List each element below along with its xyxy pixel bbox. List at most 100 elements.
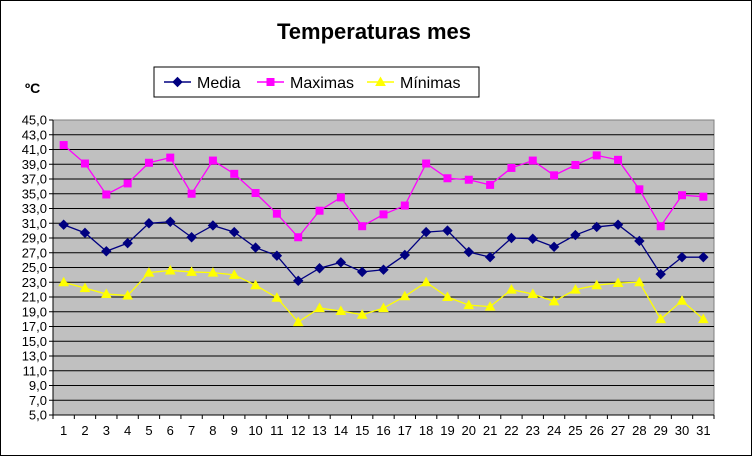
- y-tick-label: 35,0: [22, 186, 47, 201]
- y-tick-label: 29,0: [22, 231, 47, 246]
- data-point: [634, 276, 645, 287]
- data-point: [399, 249, 411, 261]
- chart-title: Temperaturas mes: [277, 19, 471, 44]
- x-tick-label: 21: [483, 423, 497, 438]
- data-point: [592, 151, 601, 160]
- data-point: [528, 156, 537, 165]
- data-point: [187, 189, 196, 198]
- legend-entry: Maximas: [257, 75, 354, 92]
- data-point: [58, 276, 70, 287]
- data-point: [614, 155, 623, 164]
- x-tick-label: 2: [81, 423, 88, 438]
- y-axis: 5,07,09,011,013,015,017,019,021,023,025,…: [22, 113, 54, 423]
- data-point: [186, 266, 197, 276]
- y-tick-label: 11,0: [23, 363, 47, 378]
- data-point: [207, 267, 219, 277]
- data-point: [80, 159, 89, 168]
- data-point: [144, 158, 153, 167]
- x-tick-label: 15: [355, 423, 369, 438]
- data-point: [527, 288, 539, 299]
- legend-swatch-marker: [266, 78, 275, 86]
- legend-entry: Media: [164, 75, 241, 92]
- y-tick-label: 17,0: [22, 319, 47, 334]
- x-tick-label: 6: [167, 423, 174, 438]
- data-point: [507, 163, 516, 172]
- data-point: [400, 201, 409, 210]
- data-point: [122, 237, 133, 249]
- x-tick-label: 10: [248, 423, 262, 438]
- data-point: [676, 251, 688, 263]
- x-tick-label: 11: [270, 423, 284, 438]
- y-tick-label: 41,0: [22, 142, 47, 157]
- data-point: [292, 316, 304, 327]
- x-tick-label: 27: [611, 423, 625, 438]
- data-point: [122, 290, 133, 300]
- x-tick-label: 16: [376, 423, 390, 438]
- data-point: [420, 276, 432, 287]
- y-tick-label: 43,0: [22, 127, 47, 142]
- data-point: [378, 264, 389, 275]
- data-point: [548, 295, 560, 306]
- x-tick-label: 13: [312, 423, 326, 438]
- data-point: [699, 192, 708, 201]
- data-point: [612, 277, 624, 287]
- y-tick-label: 27,0: [22, 245, 47, 260]
- x-tick-label: 7: [188, 423, 195, 438]
- legend-items: Media Maximas Mínimas: [164, 75, 460, 92]
- x-tick-label: 29: [653, 423, 667, 438]
- data-point: [186, 232, 197, 243]
- data-point: [570, 229, 581, 241]
- data-point: [655, 313, 667, 324]
- data-point: [548, 241, 560, 253]
- data-point: [571, 160, 580, 169]
- data-point: [272, 209, 281, 218]
- y-tick-label: 33,0: [22, 201, 47, 216]
- y-tick-label: 45,0: [22, 113, 47, 128]
- data-point: [228, 269, 240, 279]
- data-point: [59, 141, 68, 150]
- y-tick-label: 23,0: [22, 275, 47, 290]
- data-point: [166, 153, 175, 162]
- data-point: [656, 222, 665, 231]
- data-point: [335, 257, 347, 268]
- x-tick-label: 17: [398, 423, 412, 438]
- data-point: [678, 191, 687, 200]
- data-point: [612, 219, 624, 230]
- x-tick-label: 3: [103, 423, 110, 438]
- data-point: [484, 251, 496, 263]
- x-tick-label: 20: [462, 423, 476, 438]
- data-point: [527, 233, 538, 244]
- series-square: [59, 141, 708, 242]
- data-point: [697, 313, 709, 324]
- data-point: [591, 221, 602, 233]
- x-tick-label: 8: [209, 423, 216, 438]
- data-point: [506, 284, 517, 294]
- data-point: [443, 174, 452, 183]
- y-tick-label: 5,0: [29, 408, 47, 423]
- x-tick-label: 23: [526, 423, 540, 438]
- data-point: [463, 299, 475, 310]
- data-point: [463, 246, 474, 258]
- legend-label: Mínimas: [400, 75, 460, 92]
- x-tick-label: 5: [145, 423, 152, 438]
- data-point: [271, 292, 283, 302]
- data-point: [293, 275, 304, 286]
- data-point: [442, 291, 453, 301]
- x-tick-label: 4: [124, 423, 131, 438]
- legend-entry: Mínimas: [367, 75, 460, 92]
- y-tick-label: 21,0: [22, 290, 47, 305]
- data-point: [79, 227, 91, 239]
- data-point: [420, 226, 432, 238]
- data-point: [294, 233, 303, 242]
- y-axis-label: ºC: [25, 80, 40, 96]
- data-point: [486, 180, 495, 189]
- data-point: [442, 225, 453, 236]
- legend-label: Maximas: [290, 75, 354, 92]
- data-point: [165, 216, 176, 227]
- data-point: [464, 175, 473, 184]
- x-tick-label: 25: [568, 423, 582, 438]
- data-point: [314, 302, 325, 313]
- x-tick-label: 1: [60, 423, 67, 438]
- data-point: [123, 179, 132, 188]
